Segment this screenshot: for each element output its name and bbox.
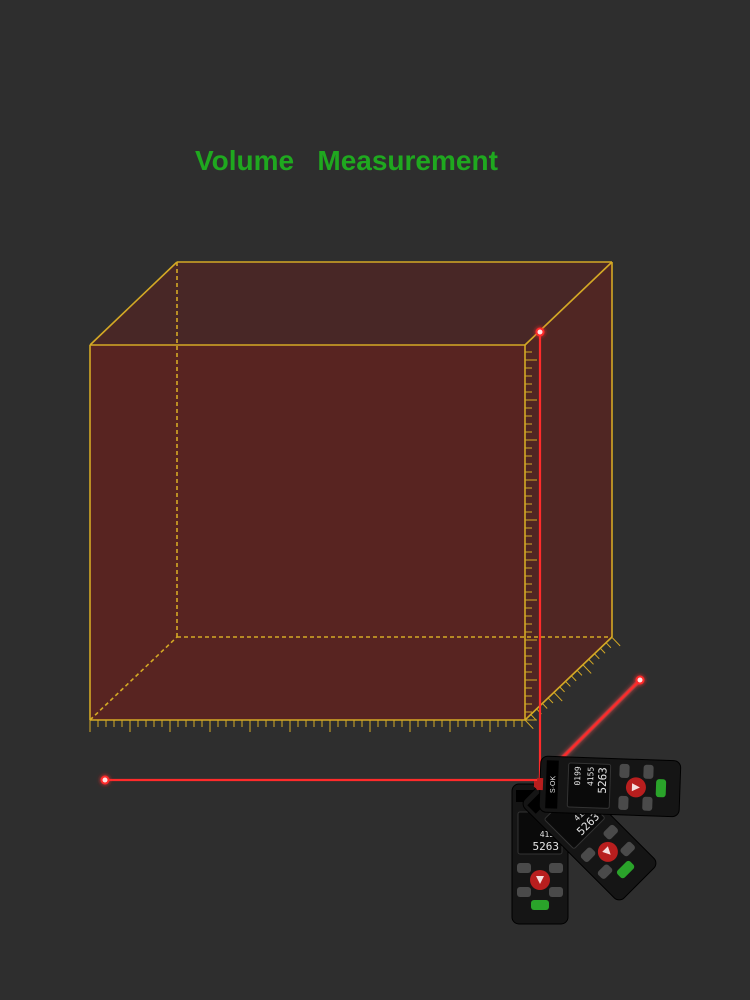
device-screen-line: 5263 bbox=[533, 840, 560, 853]
diagram-title: Volume Measurement bbox=[195, 145, 498, 177]
ruler-tick bbox=[612, 637, 620, 646]
ruler-tick bbox=[571, 676, 576, 681]
ruler-tick bbox=[560, 687, 565, 692]
device-button bbox=[618, 796, 628, 810]
ruler-tick bbox=[600, 648, 605, 653]
laser-dot-core bbox=[638, 678, 643, 683]
device-screen-line: 4155 bbox=[586, 766, 596, 786]
device-button bbox=[549, 887, 563, 897]
device-button bbox=[549, 863, 563, 873]
cube-top-face bbox=[90, 262, 612, 345]
ruler-tick bbox=[566, 681, 571, 686]
ruler-tick bbox=[606, 643, 611, 648]
device-screen-line: 5263 bbox=[596, 767, 610, 794]
device-button-green bbox=[656, 779, 667, 797]
ruler-tick bbox=[589, 659, 594, 664]
device-emitter bbox=[537, 778, 543, 790]
device-button-green bbox=[531, 900, 549, 910]
device-button bbox=[642, 797, 652, 811]
cube-front-face bbox=[90, 345, 525, 720]
ruler-tick bbox=[548, 698, 553, 703]
device-button bbox=[517, 887, 531, 897]
ruler-tick bbox=[577, 670, 582, 675]
laser-device: S·OK 019941555263 bbox=[536, 756, 681, 817]
laser-dot-core bbox=[103, 778, 108, 783]
ruler-tick bbox=[525, 720, 533, 729]
device-button bbox=[643, 765, 653, 779]
device-button bbox=[517, 863, 531, 873]
laser-dot-core bbox=[538, 330, 543, 335]
device-screen-line: 0199 bbox=[573, 766, 583, 786]
ruler-tick bbox=[542, 703, 547, 708]
ruler-tick bbox=[554, 692, 562, 701]
device-label: S·OK bbox=[550, 775, 558, 793]
device-button bbox=[619, 764, 629, 778]
ruler-tick bbox=[583, 665, 591, 674]
ruler-tick bbox=[594, 654, 599, 659]
ruler-tick bbox=[531, 714, 536, 719]
device-group: S·OK019941555263S·OK019941555263S·OK0199… bbox=[512, 756, 681, 924]
